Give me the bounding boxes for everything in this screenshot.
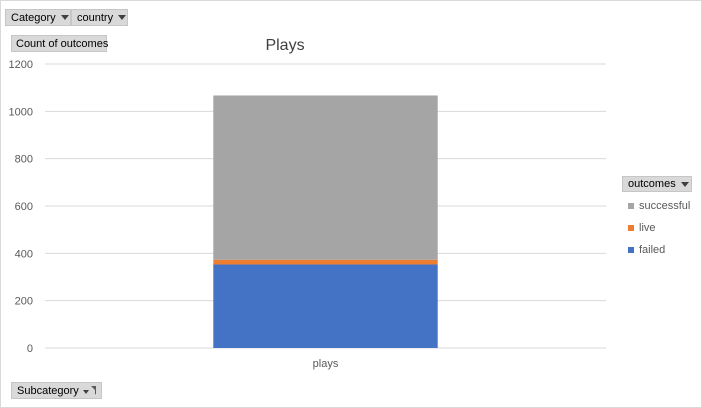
values-field-label: Count of outcomes — [16, 37, 109, 50]
legend-swatch — [628, 203, 634, 209]
filter-icon — [90, 386, 96, 395]
outcomes-legend-label: outcomes — [628, 178, 676, 190]
chevron-down-icon — [680, 181, 689, 187]
x-axis-labels: plays — [313, 358, 339, 370]
values-field-button[interactable]: Count of outcomes — [11, 35, 109, 52]
y-tick-label: 200 — [15, 296, 33, 308]
chart-title: Plays — [265, 37, 304, 54]
y-tick-label: 800 — [15, 154, 33, 166]
y-tick-label: 0 — [27, 343, 33, 355]
y-tick-label: 600 — [15, 201, 33, 213]
category-filter-button[interactable]: Category — [5, 9, 71, 26]
outcomes-legend-button[interactable]: outcomes — [622, 176, 692, 192]
chevron-down-icon — [118, 15, 127, 20]
legend-label: failed — [639, 244, 666, 256]
y-axis-ticks: 0 200 400 600 800 1000 1200 — [9, 59, 33, 355]
legend: outcomes successful live failed — [622, 176, 694, 261]
legend-swatch — [628, 225, 634, 231]
y-tick-label: 400 — [15, 248, 33, 260]
country-filter-button[interactable]: country — [71, 9, 128, 26]
country-filter-label: country — [77, 11, 114, 24]
bar-segment-successful[interactable] — [213, 95, 438, 260]
bar-segment-live[interactable] — [213, 259, 438, 265]
y-tick-label: 1000 — [9, 106, 33, 118]
legend-item-live[interactable]: live — [622, 217, 694, 239]
y-tick-label: 1200 — [9, 59, 33, 71]
legend-swatch — [628, 247, 634, 253]
chevron-down-icon — [60, 15, 69, 20]
x-tick-label: plays — [313, 358, 339, 370]
bar-segment-failed[interactable] — [213, 264, 438, 348]
subcategory-filter-label: Subcategory — [17, 384, 79, 397]
bars — [213, 95, 438, 348]
legend-label: successful — [639, 200, 691, 212]
legend-item-failed[interactable]: failed — [622, 239, 694, 261]
subcategory-filter-button[interactable]: Subcategory — [11, 382, 102, 399]
chevron-down-icon — [82, 390, 89, 394]
legend-label: live — [639, 222, 656, 234]
legend-item-successful[interactable]: successful — [622, 195, 694, 217]
category-filter-label: Category — [11, 11, 56, 24]
